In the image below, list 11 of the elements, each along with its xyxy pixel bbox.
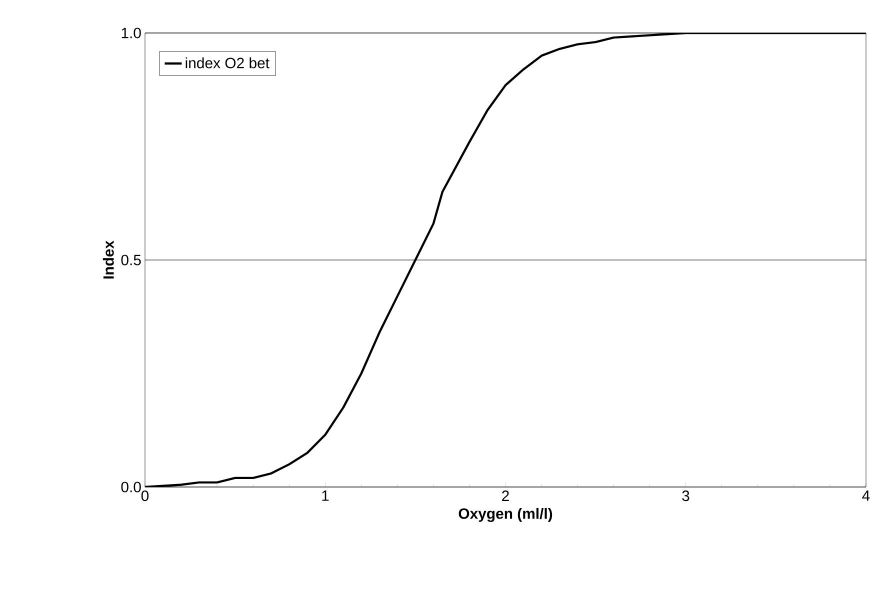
x-tick-label: 1 xyxy=(322,490,329,501)
x-tick-label: 4 xyxy=(862,490,870,501)
legend-label: index O2 bet xyxy=(186,57,270,68)
x-tick-label: 3 xyxy=(682,490,690,502)
y-tick-label: 1.0 xyxy=(122,28,141,38)
x-tick-label: 0 xyxy=(141,490,149,502)
x-tick-label: 2 xyxy=(502,490,509,501)
y-axis-title: Index xyxy=(102,240,114,279)
y-tick-label: 0.0 xyxy=(121,482,141,492)
x-axis-title: Oxygen (ml/l) xyxy=(458,508,552,522)
y-tick-label: 0.5 xyxy=(121,254,141,266)
